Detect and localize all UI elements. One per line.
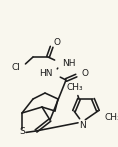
Text: S: S (19, 127, 25, 136)
Text: HN: HN (39, 70, 53, 78)
Text: NH: NH (63, 59, 76, 67)
Text: N: N (79, 121, 85, 130)
Text: O: O (54, 38, 61, 47)
Text: Cl: Cl (11, 64, 20, 72)
Text: CH₃: CH₃ (67, 82, 83, 91)
Text: CH₃: CH₃ (105, 113, 118, 122)
Text: O: O (81, 70, 88, 78)
